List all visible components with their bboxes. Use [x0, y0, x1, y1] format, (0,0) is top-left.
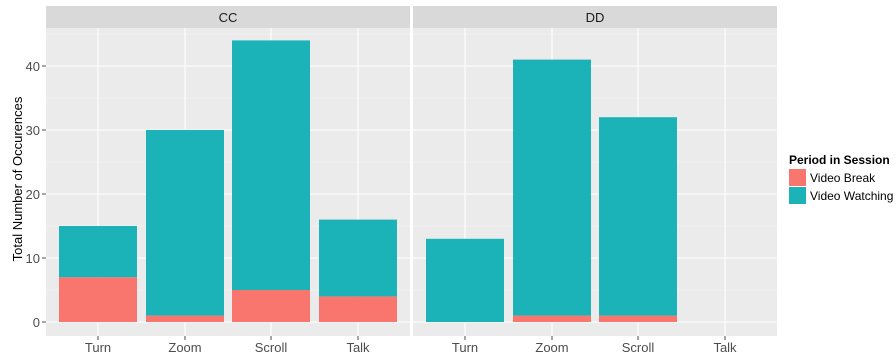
panels-layer: CC Turn Zoom Scroll Talk DD Turn Zoom Scroll Talk… — [26, 6, 777, 355]
legend-label: Video Watching — [810, 189, 893, 203]
x-tick-label: Scroll — [255, 340, 288, 355]
bar-cc-talk-video-watching — [319, 219, 397, 297]
y-tick-label: 0 — [33, 315, 40, 330]
strip-background — [413, 6, 777, 28]
legend-title: Period in Session — [789, 153, 890, 167]
x-tick-label: Turn — [85, 340, 111, 355]
strip-background — [46, 6, 410, 28]
bar-dd-scroll-video-watching — [599, 117, 677, 316]
y-tick-label: 10 — [26, 251, 40, 266]
bar-dd-scroll-video-break — [599, 315, 677, 322]
legend: Period in Session Video Break Video Watch… — [789, 153, 893, 204]
x-tick-label: Turn — [452, 340, 478, 355]
bar-cc-turn-video-break — [59, 277, 137, 322]
x-tick-label: Talk — [346, 340, 370, 355]
bar-dd-zoom-video-break — [513, 315, 591, 322]
y-tick-label: 20 — [26, 187, 40, 202]
legend-key-video-break — [789, 169, 806, 186]
bar-cc-scroll-video-watching — [232, 40, 310, 291]
bar-dd-zoom-video-watching — [513, 59, 591, 316]
bar-cc-turn-video-watching — [59, 226, 137, 278]
panel-dd: DD Turn Zoom Scroll Talk — [413, 6, 777, 355]
x-tick-label: Scroll — [622, 340, 655, 355]
y-tick-label: 30 — [26, 123, 40, 138]
bar-cc-zoom-video-watching — [146, 130, 224, 316]
bar-cc-talk-video-break — [319, 296, 397, 322]
y-tick-label: 40 — [26, 59, 40, 74]
strip-label: DD — [586, 10, 605, 25]
legend-label: Video Break — [810, 171, 876, 185]
bar-dd-turn-video-watching — [426, 238, 504, 322]
x-tick-label: Zoom — [168, 340, 201, 355]
bar-cc-zoom-video-break — [146, 315, 224, 322]
y-axis-title: Total Number of Occurences — [10, 96, 25, 261]
legend-key-video-watching — [789, 187, 806, 204]
x-tick-label: Talk — [713, 340, 737, 355]
bar-cc-scroll-video-break — [232, 290, 310, 322]
strip-label: CC — [219, 10, 238, 25]
x-tick-label: Zoom — [535, 340, 568, 355]
panel-cc: CC Turn Zoom Scroll Talk — [46, 6, 410, 355]
